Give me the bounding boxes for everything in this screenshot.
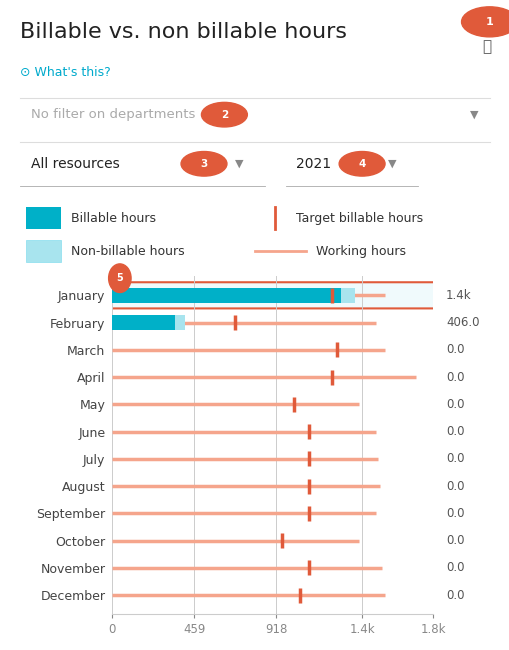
Text: 2021: 2021	[295, 157, 330, 171]
Text: 2: 2	[220, 110, 228, 120]
Bar	[25, 240, 61, 262]
Text: 0.0: 0.0	[445, 398, 464, 411]
Text: 0.0: 0.0	[445, 370, 464, 383]
Bar	[174, 315, 184, 330]
Text: No filter on departments: No filter on departments	[31, 108, 194, 121]
Text: 0.0: 0.0	[445, 534, 464, 547]
Text: 1: 1	[485, 17, 493, 27]
Bar	[112, 288, 340, 303]
Bar	[112, 315, 174, 330]
Text: Billable hours: Billable hours	[71, 212, 156, 225]
Text: 📌: 📌	[482, 39, 491, 54]
Circle shape	[461, 6, 509, 37]
Text: ⊙ What's this?: ⊙ What's this?	[20, 66, 111, 79]
Text: 0.0: 0.0	[445, 589, 464, 602]
Text: 0.0: 0.0	[445, 452, 464, 465]
Circle shape	[201, 103, 247, 127]
Text: Working hours: Working hours	[316, 244, 405, 257]
Text: ▼: ▼	[469, 110, 477, 120]
Circle shape	[181, 151, 227, 176]
Text: 3: 3	[200, 159, 207, 169]
Text: Non-billable hours: Non-billable hours	[71, 244, 185, 257]
Bar	[340, 288, 354, 303]
Text: Target billable hours: Target billable hours	[295, 212, 422, 225]
Bar	[25, 207, 61, 229]
Text: 0.0: 0.0	[445, 507, 464, 520]
Text: 0.0: 0.0	[445, 480, 464, 493]
Text: 5: 5	[116, 273, 123, 283]
Text: 0.0: 0.0	[445, 425, 464, 438]
Text: 0.0: 0.0	[445, 343, 464, 356]
Text: ▼: ▼	[388, 159, 396, 169]
Text: 406.0: 406.0	[445, 316, 478, 329]
Text: All resources: All resources	[31, 157, 119, 171]
Text: 4: 4	[358, 159, 365, 169]
Text: Billable vs. non billable hours: Billable vs. non billable hours	[20, 22, 347, 42]
Circle shape	[338, 151, 384, 176]
FancyBboxPatch shape	[107, 282, 440, 308]
Text: ▼: ▼	[235, 159, 243, 169]
Text: 0.0: 0.0	[445, 562, 464, 575]
Text: 1.4k: 1.4k	[445, 289, 471, 302]
